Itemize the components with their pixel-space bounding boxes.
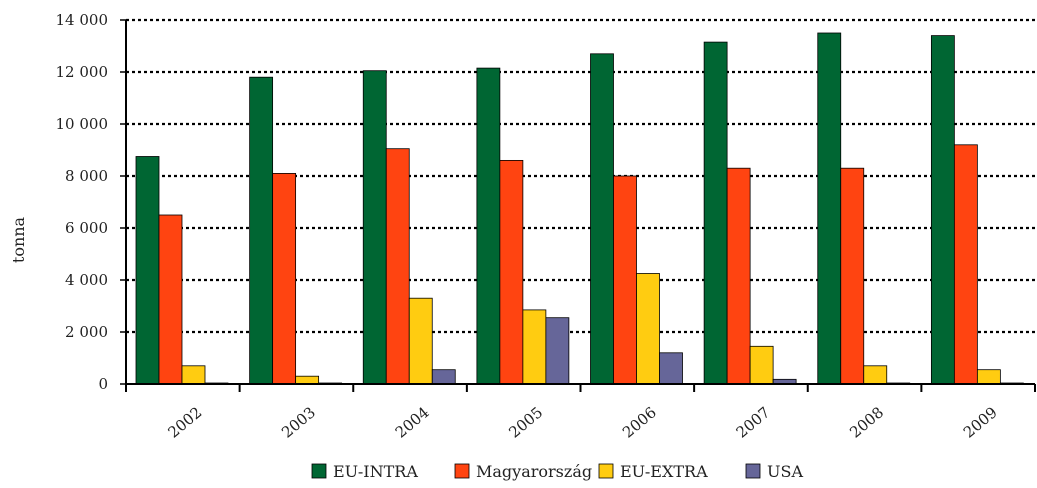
bar-eu-intra-2006 — [590, 53, 614, 385]
y-tick-label: 0 — [98, 375, 108, 393]
legend-label: EU-EXTRA — [620, 462, 708, 481]
bar-eu-extra-2004 — [408, 297, 433, 385]
bar-eu-extra-2009 — [976, 369, 1001, 385]
bar-eu-intra-2004 — [362, 70, 387, 385]
bars — [135, 32, 1024, 385]
x-tick-labels: 2002 2003 2004 2005 2006 2007 2008 2009 — [165, 403, 1001, 441]
legend-label: USA — [767, 462, 803, 481]
bar-eu-extra-2002 — [181, 365, 206, 385]
x-tick-label: 2004 — [392, 403, 433, 441]
bar-eu-intra-2007 — [703, 41, 728, 385]
legend-label: EU-INTRA — [333, 462, 418, 481]
x-tick-label: 2006 — [619, 403, 660, 441]
legend-swatch — [598, 463, 614, 479]
x-tick-label: 2002 — [165, 403, 206, 441]
bar-magyarorsz-g-2002 — [158, 214, 183, 385]
bar-eu-intra-2009 — [930, 35, 955, 385]
bar-eu-extra-2005 — [522, 309, 547, 385]
y-tick-label: 12 000 — [56, 63, 109, 81]
y-tick-label: 8 000 — [65, 167, 108, 185]
x-tick-label: 2005 — [505, 403, 546, 441]
bar-usa-2005 — [545, 317, 570, 385]
legend-swatch — [745, 463, 761, 479]
axes — [120, 19, 1036, 392]
bar-magyarorsz-g-2004 — [385, 148, 410, 385]
y-tick-labels: 0 2 000 4 000 6 000 8 000 10 000 12 000 14 000 — [56, 11, 109, 393]
bar-magyarorsz-g-2005 — [499, 159, 524, 385]
bar-magyarorsz-g-2003 — [272, 172, 297, 385]
bar-eu-extra-2008 — [863, 365, 888, 385]
bar-eu-intra-2003 — [249, 76, 274, 385]
y-tick-label: 4 000 — [65, 271, 108, 289]
bar-usa-2004 — [431, 369, 456, 385]
bar-magyarorsz-g-2009 — [953, 144, 978, 385]
y-tick-label: 2 000 — [65, 323, 108, 341]
bar-eu-extra-2006 — [636, 273, 660, 385]
bar-eu-intra-2002 — [135, 156, 160, 385]
bar-eu-intra-2005 — [476, 67, 501, 385]
legend-label: Magyarország — [476, 462, 592, 481]
bar-eu-extra-2003 — [295, 375, 320, 385]
legend-swatch — [454, 463, 470, 479]
y-tick-label: 6 000 — [65, 219, 108, 237]
x-tick-label: 2009 — [960, 403, 1001, 441]
y-tick-label: 10 000 — [56, 115, 109, 133]
bar-usa-2006 — [659, 352, 683, 385]
y-axis-title: tonna — [9, 216, 28, 263]
bar-eu-intra-2008 — [817, 32, 842, 385]
y-tick-label: 14 000 — [56, 11, 109, 29]
bar-magyarorsz-g-2007 — [726, 167, 751, 385]
bar-magyarorsz-g-2006 — [613, 175, 637, 385]
x-tick-label: 2003 — [278, 403, 319, 441]
x-tick-label: 2007 — [733, 403, 774, 441]
bar-eu-extra-2007 — [749, 345, 774, 385]
x-tick-label: 2008 — [846, 403, 887, 441]
legend: EU-INTRA Magyarország EU-EXTRA USA — [311, 462, 803, 481]
bar-magyarorsz-g-2008 — [840, 167, 865, 385]
legend-swatch — [311, 463, 327, 479]
